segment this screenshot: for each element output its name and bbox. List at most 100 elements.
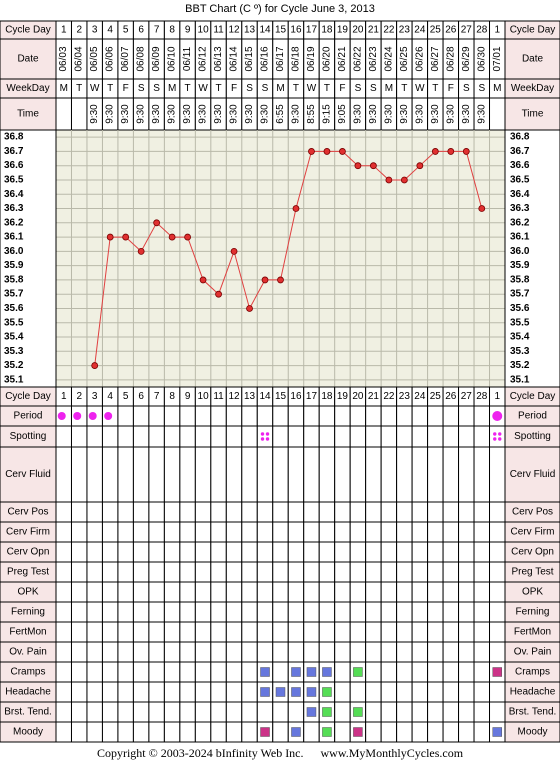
brst-tend-cell: [101, 701, 119, 723]
spotting-cell: [334, 425, 351, 448]
moody-cell: [101, 721, 119, 743]
fertmon-cell: [349, 621, 367, 643]
date-value: 06/27: [430, 46, 441, 71]
moody-cell: [225, 721, 243, 743]
fertmon-cell: [334, 621, 351, 643]
ferning-cell: [272, 601, 289, 623]
ov-pain-cell: [70, 641, 88, 663]
y-tick-label-right: 36.2: [510, 217, 530, 228]
ov-pain-cell: [396, 641, 413, 663]
cycle-day-value-bottom: 12: [228, 391, 240, 402]
cerv-pos-cell: [473, 501, 491, 523]
opk-cell: [473, 581, 491, 603]
cerv-opn-cell: [194, 541, 212, 563]
cerv-pos-cell: [86, 501, 103, 523]
ov-pain-cell: [473, 641, 491, 663]
cerv-opn-cell: [210, 541, 227, 563]
cerv-opn-cell: [272, 541, 289, 563]
period-cell: [349, 405, 367, 427]
headache-mark: [322, 687, 332, 697]
weekday-value: W: [90, 83, 100, 94]
cerv-fluid-cell: [396, 446, 413, 503]
date-value: 06/07: [120, 46, 131, 71]
brst-tend-cell: [365, 701, 382, 723]
ov-pain-cell: [318, 641, 336, 663]
date-value: 06/23: [368, 46, 379, 71]
cramps-cell: [179, 661, 196, 683]
time-value: 9:30: [368, 104, 379, 124]
time-value: 9:30: [461, 104, 472, 124]
weekday-value: M: [276, 83, 284, 94]
headache-mark: [291, 687, 301, 697]
cerv-fluid-cell: [473, 446, 491, 503]
cycle-day-value: 17: [306, 25, 318, 36]
fertmon-cell: [194, 621, 212, 643]
fertmon-cell: [55, 621, 72, 643]
moody-cell: [365, 721, 382, 743]
cerv-opn-cell: [55, 541, 72, 563]
cerv-opn-cell: [442, 541, 460, 563]
time-value: 9:30: [89, 104, 100, 124]
weekday-value: S: [478, 83, 485, 94]
weekday-label: WeekDay: [6, 83, 49, 94]
period-cell: [303, 405, 320, 427]
cerv-firm-cell: [458, 521, 475, 543]
period-cell: [380, 405, 398, 427]
opk-cell: [101, 581, 119, 603]
cerv-firm-cell: [86, 521, 103, 543]
time-value: 9:30: [213, 104, 224, 124]
headache-cell: [489, 681, 506, 703]
fertmon-cell: [427, 621, 444, 643]
ov-pain-cell: [349, 641, 367, 663]
date-value: 06/12: [198, 46, 209, 71]
weekday-value: S: [246, 83, 253, 94]
cramps-mark: [353, 667, 363, 677]
date-value: 07/01: [492, 46, 503, 71]
cycle-day-value: 12: [228, 25, 240, 36]
cerv-fluid-cell: [70, 446, 88, 503]
date-value: 06/08: [136, 46, 147, 71]
brst-tend-cell: [70, 701, 88, 723]
ov-pain-cell: [194, 641, 212, 663]
cerv-firm-cell: [179, 521, 196, 543]
cerv-firm-cell: [148, 521, 165, 543]
fertmon-cell: [179, 621, 196, 643]
cerv-opn-cell: [179, 541, 196, 563]
brst-tend-cell: [148, 701, 165, 723]
temperature-point: [292, 205, 300, 212]
brst-tend-cell: [225, 701, 243, 723]
cerv-firm-cell: [55, 521, 72, 543]
date-value: 06/16: [260, 46, 271, 71]
site-link[interactable]: www.MyMonthlyCycles.com: [320, 746, 464, 760]
y-axis-left: [0, 129, 57, 388]
cerv-opn-cell: [117, 541, 134, 563]
ov-pain-cell: [272, 641, 289, 663]
cerv-firm-cell: [163, 521, 181, 543]
fertmon-cell: [225, 621, 243, 643]
opk-cell: [55, 581, 72, 603]
y-tick-label: 36.2: [4, 217, 24, 228]
y-axis-right: [504, 129, 560, 388]
y-tick-label: 36.1: [4, 232, 24, 243]
brst-tend-cell: [287, 701, 305, 723]
opk-cell: [163, 581, 181, 603]
weekday-value: M: [168, 83, 176, 94]
cramps-cell: [163, 661, 181, 683]
preg-test-cell: [225, 561, 243, 583]
cramps-cell: [365, 661, 382, 683]
cycle-day-value-bottom: 18: [321, 391, 333, 402]
date-value: 06/30: [476, 46, 487, 71]
spotting-cell: [132, 425, 150, 448]
period-cell: [411, 405, 429, 427]
cerv-pos-cell: [318, 501, 336, 523]
brst-tend-cell: [256, 701, 274, 723]
y-tick-label: 36.6: [4, 160, 24, 171]
ov-pain-cell: [365, 641, 382, 663]
cycle-day-value-bottom: 20: [352, 391, 364, 402]
fertmon-cell: [489, 621, 506, 643]
ov-pain-label: Ov. Pain: [9, 647, 47, 658]
spotting-dot: [265, 432, 270, 436]
y-tick-label: 35.5: [4, 317, 24, 328]
spotting-cell: [287, 425, 305, 448]
weekday-value: S: [355, 83, 362, 94]
